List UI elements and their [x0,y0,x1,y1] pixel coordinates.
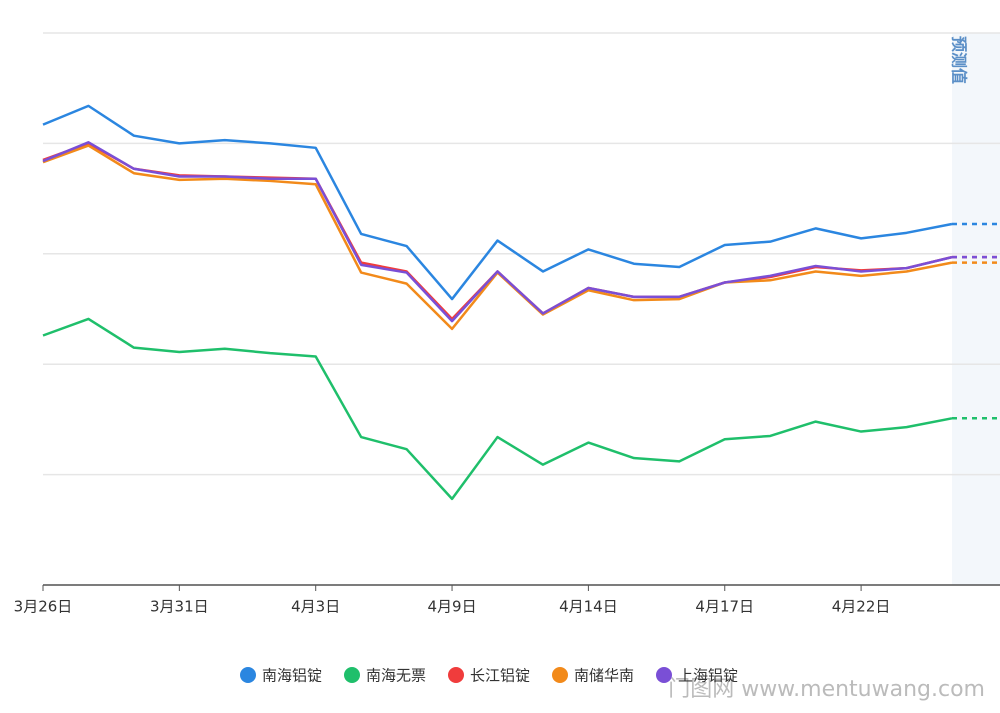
x-tick-label: 4月17日 [695,598,754,616]
legend-label: 上海铝锭 [678,667,738,685]
x-tick-label: 4月3日 [291,598,340,616]
x-tick-label: 4月14日 [559,598,618,616]
legend-marker [448,667,464,683]
x-tick-label: 3月31日 [150,598,209,616]
forecast-label: 预测值 [950,36,969,84]
x-tick-label: 3月26日 [14,598,73,616]
line-series [42,104,953,301]
legend-label: 南海无票 [366,667,426,685]
legend-marker [656,667,672,683]
watermark: 门图网 www.mentuwang.com [668,677,985,702]
x-tick-label: 4月22日 [832,598,891,616]
legend-label: 南海铝锭 [262,667,322,685]
line-series [42,142,953,321]
legend-label: 长江铝锭 [470,667,530,685]
legend-marker [344,667,360,683]
line-series [42,317,953,501]
forecast-band [952,33,1000,585]
x-tick-label: 4月9日 [428,598,477,616]
legend-marker [552,667,568,683]
legend-marker [240,667,256,683]
legend-label: 南储华南 [574,667,634,685]
line-series [42,144,953,331]
line-series [42,141,953,323]
